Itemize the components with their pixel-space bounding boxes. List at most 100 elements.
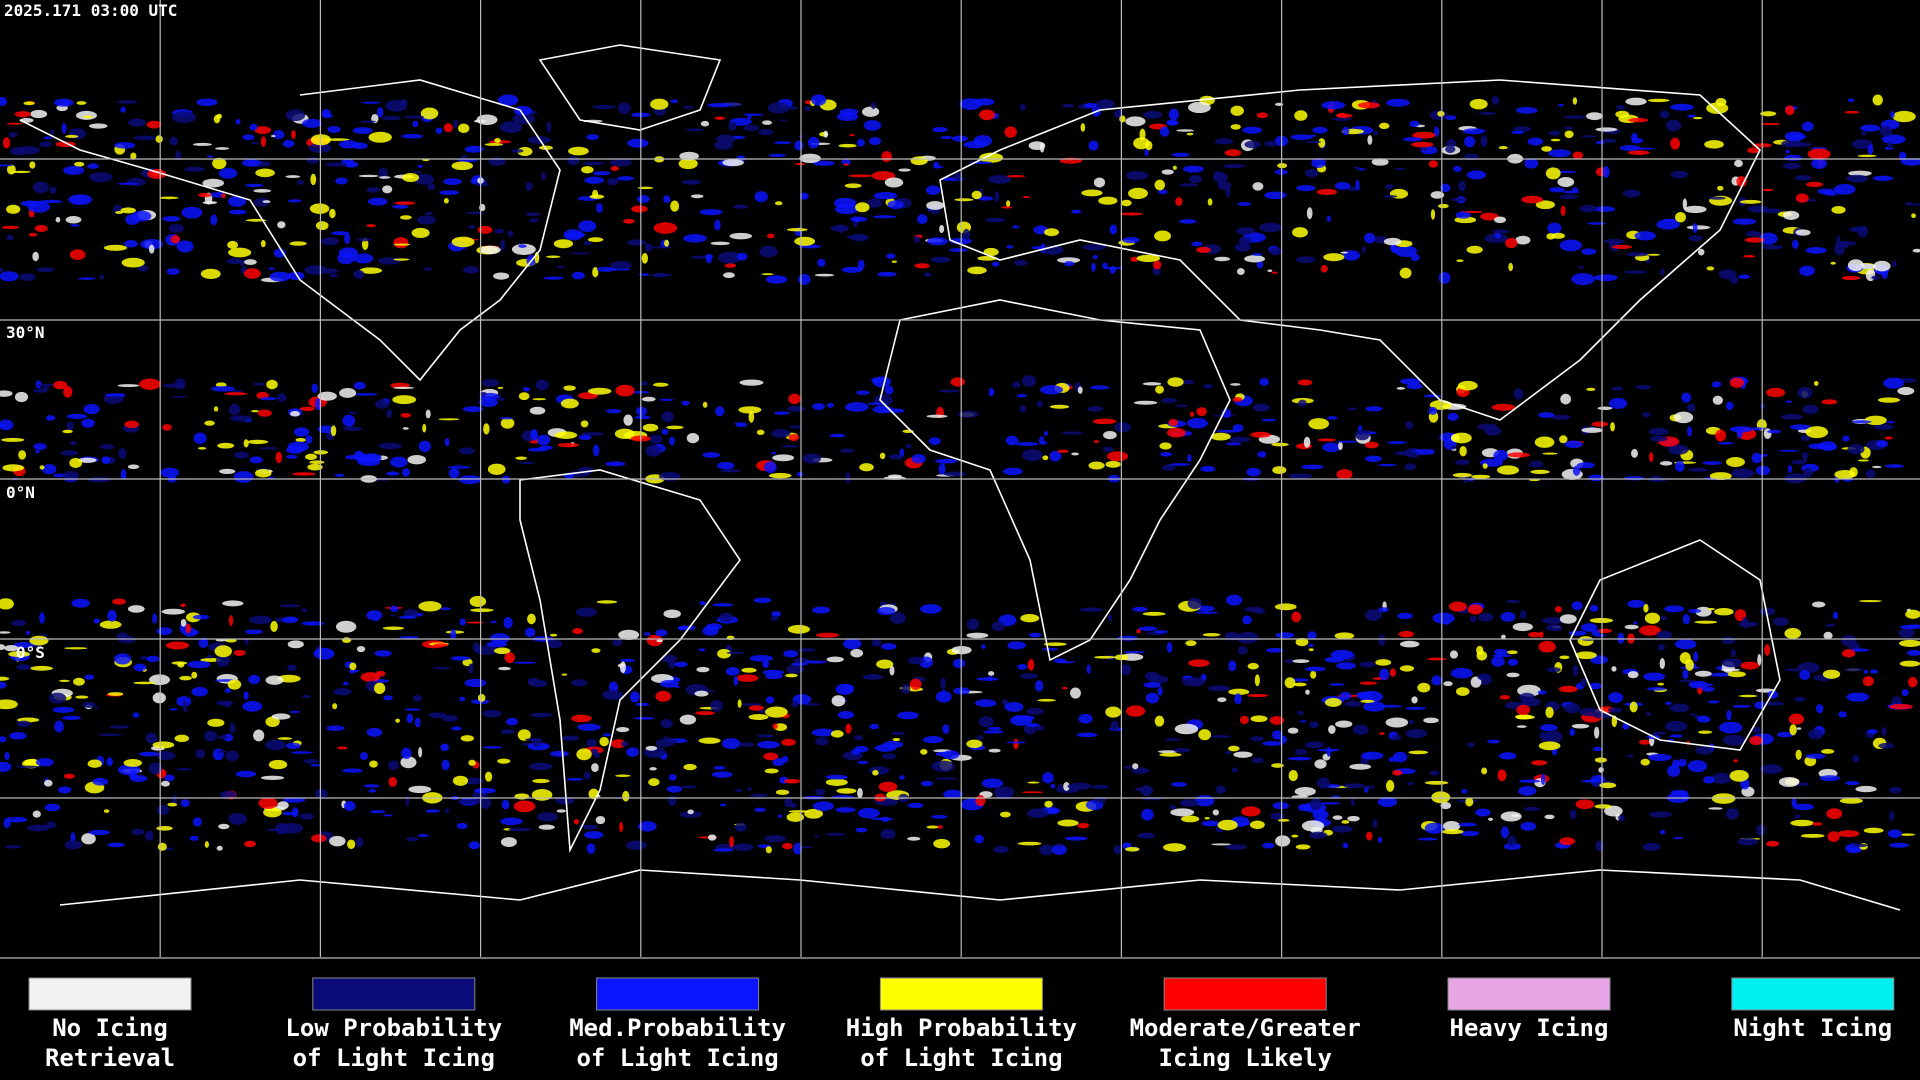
icing-area: [0, 736, 7, 743]
icing-area: [189, 835, 199, 841]
icing-area: [481, 379, 500, 387]
icing-area: [1511, 130, 1524, 135]
icing-area: [1888, 810, 1895, 821]
icing-area: [160, 467, 180, 478]
icing-area: [1287, 756, 1312, 761]
icing-area: [1738, 274, 1750, 279]
icing-area: [414, 173, 435, 185]
icing-area: [1377, 463, 1397, 467]
icing-area: [1627, 150, 1650, 155]
icing-area: [856, 139, 865, 147]
icing-area: [1042, 772, 1054, 784]
legend-label: Retrieval: [45, 1044, 175, 1072]
icing-area: [668, 774, 677, 781]
icing-area: [1762, 244, 1783, 250]
icing-area: [1217, 697, 1227, 703]
icing-area: [121, 257, 145, 268]
icing-area: [872, 215, 897, 219]
icing-area: [774, 411, 790, 415]
icing-area: [500, 239, 506, 251]
icing-area: [360, 672, 381, 682]
icing-area: [1785, 105, 1795, 116]
icing-area: [775, 789, 790, 795]
icing-area: [1363, 785, 1376, 790]
icing-area: [342, 768, 364, 773]
icing-area: [444, 437, 450, 447]
coastline: [1569, 539, 1781, 751]
icing-area: [160, 780, 170, 787]
icing-area: [347, 839, 356, 850]
icing-area: [1182, 677, 1206, 687]
icing-area: [170, 235, 181, 244]
icing-area: [1596, 140, 1605, 145]
icing-area: [254, 126, 271, 135]
icing-area: [1904, 202, 1915, 206]
legend-swatch: [1447, 977, 1611, 1011]
icing-area: [546, 639, 563, 649]
icing-area: [1295, 637, 1309, 647]
icing-area: [793, 842, 803, 855]
icing-area: [1019, 103, 1026, 111]
icing-area: [857, 787, 863, 799]
icing-area: [353, 253, 374, 264]
icing-area: [128, 118, 146, 127]
icing-area: [221, 193, 226, 199]
icing-area: [1543, 735, 1554, 740]
icing-area: [1361, 245, 1366, 254]
icing-area: [1751, 726, 1762, 733]
icing-area: [1408, 750, 1429, 755]
icing-area: [1371, 158, 1389, 166]
icing-area: [266, 379, 278, 390]
icing-area: [1041, 647, 1059, 651]
icing-area: [1064, 261, 1075, 267]
icing-area: [1898, 627, 1915, 638]
icing-area: [1617, 632, 1625, 644]
icing-area: [637, 195, 650, 203]
icing-area: [1697, 715, 1711, 723]
icing-area: [289, 241, 307, 246]
icing-area: [1437, 203, 1449, 209]
icing-area: [867, 198, 883, 208]
icing-area: [777, 814, 783, 818]
icing-area: [1545, 706, 1554, 719]
icing-area: [592, 171, 611, 176]
icing-area: [1336, 662, 1357, 670]
icing-area: [1455, 211, 1471, 219]
icing-area: [1252, 403, 1271, 412]
icing-area: [1179, 799, 1199, 807]
icing-area: [1272, 802, 1290, 810]
icing-area: [1160, 451, 1173, 457]
icing-area: [1656, 219, 1680, 230]
icing-area: [706, 623, 723, 630]
icing-area: [1159, 442, 1172, 450]
icing-area: [324, 162, 347, 167]
icing-area: [743, 124, 760, 132]
icing-area: [874, 744, 897, 752]
icing-area: [1767, 429, 1782, 434]
icing-area: [1288, 769, 1298, 782]
icing-area: [123, 759, 143, 767]
icing-area: [89, 123, 108, 129]
icing-area: [1364, 441, 1379, 449]
icing-area: [781, 738, 796, 746]
icing-area: [1236, 268, 1245, 276]
icing-area: [1834, 469, 1856, 480]
icing-area: [1347, 815, 1360, 822]
icing-area: [464, 678, 487, 688]
icing-area: [227, 240, 239, 249]
icing-area: [1189, 411, 1195, 417]
icing-area: [1837, 830, 1860, 838]
icing-area: [1518, 779, 1541, 783]
icing-area: [1394, 245, 1417, 258]
icing-area: [888, 454, 904, 460]
icing-area: [1519, 692, 1535, 702]
icing-area: [829, 433, 846, 438]
icing-area: [213, 406, 219, 412]
icing-area: [1725, 457, 1745, 468]
icing-area: [940, 677, 947, 689]
icing-area: [677, 625, 696, 631]
icing-area: [1049, 404, 1070, 409]
icing-area: [1105, 706, 1122, 718]
icing-area: [1385, 717, 1409, 728]
icing-area: [1200, 465, 1216, 472]
